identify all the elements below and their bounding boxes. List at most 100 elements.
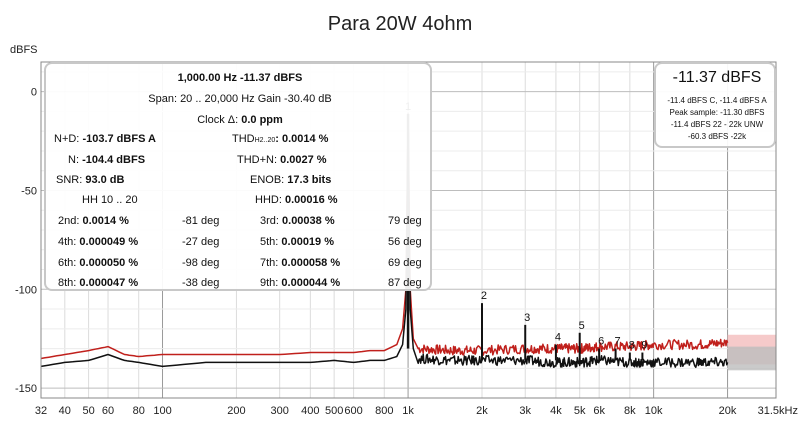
harmonic-right-readout: 3rd: 0.00038 % [260, 215, 335, 228]
harmonic-label-9: 9 [641, 340, 647, 352]
thd-label: THD [232, 133, 255, 145]
snr-readout: SNR: 93.0 dB [56, 174, 124, 187]
harmonic-left-readout: 8th: 0.000047 % [58, 277, 138, 290]
harmonic-value: 0.000058 % [281, 257, 341, 269]
x-tick-label: 8k [624, 405, 636, 417]
x-tick-label: 200 [227, 405, 245, 417]
harmonic-phase: 79 deg [388, 215, 422, 227]
level-peak: Peak sample: -11.30 dBFS [669, 108, 765, 117]
harmonic-label-8: 8 [629, 340, 635, 352]
hhd-label: HHD: [255, 194, 285, 206]
harmonic-left-readout: 4th: 0.000049 % [58, 236, 138, 249]
nd-label: N+D: [54, 133, 83, 145]
y-tick-label: 0 [31, 87, 37, 99]
harmonic-value: 0.000047 % [79, 277, 139, 289]
level-unweighted: -11.4 dBFS 22 - 22k UNW [670, 120, 764, 129]
x-tick-label: 50 [82, 405, 94, 417]
harmonic-value: 0.000050 % [79, 257, 139, 269]
harmonic-right-readout: 9th: 0.000044 % [260, 277, 340, 290]
level-main-value: -11.37 dBFS [672, 69, 762, 86]
harmonic-labels: 123456789 [405, 101, 647, 351]
chart-title: Para 20W 4ohm [328, 13, 473, 35]
y-axis-label: dBFS [10, 44, 38, 56]
harmonic-value: 0.000049 % [79, 236, 139, 248]
harmonic-label: 2nd: [58, 215, 83, 227]
clock-readout: Clock Δ: 0.0 ppm [46, 114, 434, 127]
harmonic-value: 0.00038 % [282, 215, 335, 227]
harmonic-phase: 69 deg [388, 257, 422, 269]
harmonic-label: 8th: [58, 277, 80, 289]
y-tick-label: -50 [21, 185, 37, 197]
enob-label: ENOB: [250, 174, 288, 186]
harmonic-label-5: 5 [579, 320, 585, 332]
measurement-panel: 1,000.00 Hz -11.37 dBFS Span: 20 .. 20,0… [44, 62, 432, 291]
snr-label: SNR: [56, 174, 86, 186]
harmonic-value: 0.0014 % [82, 215, 129, 227]
harmonic-value: 0.000044 % [281, 277, 341, 289]
harmonic-label: 4th: [58, 236, 80, 248]
level-meter-panel: -11.37 dBFS -11.4 dBFS C, -11.4 dBFS A P… [654, 62, 776, 148]
harmonic-label: 3rd: [260, 215, 283, 227]
x-tick-label: 31.5kHz [758, 405, 798, 417]
clock-label: Clock Δ: [197, 114, 242, 126]
x-tick-label: 6k [593, 405, 605, 417]
harmonic-label: 6th: [58, 257, 80, 269]
x-tick-label: 60 [102, 405, 114, 417]
harmonic-right-readout: 5th: 0.00019 % [260, 236, 334, 249]
harmonic-label-6: 6 [598, 336, 604, 348]
harmonic-label: 9th: [260, 277, 282, 289]
harmonic-label-2: 2 [481, 290, 487, 302]
thd-value: : 0.0014 % [275, 133, 329, 145]
x-tick-label: 600 [344, 405, 362, 417]
thdn-value: 0.0027 % [280, 154, 327, 166]
level-weighted: -11.4 dBFS C, -11.4 dBFS A [667, 96, 767, 105]
nd-readout: N+D: -103.7 dBFS A [54, 133, 156, 146]
hhd-value: 0.00016 % [284, 194, 338, 206]
x-tick-label: 4k [550, 405, 562, 417]
fundamental-readout: 1,000.00 Hz -11.37 dBFS [177, 72, 303, 84]
harmonic-label-4: 4 [555, 332, 561, 344]
series-line-0 [40, 113, 729, 360]
harmonic-phase: 87 deg [388, 277, 422, 289]
thd-readout: THDH2..20: 0.0014 % [232, 133, 328, 147]
harmonic-phase: 56 deg [388, 236, 422, 248]
harmonic-left-readout: 2nd: 0.0014 % [58, 215, 129, 228]
harmonic-left-readout: 6th: 0.000050 % [58, 257, 138, 270]
x-tick-label: 400 [301, 405, 319, 417]
harmonic-label: 7th: [260, 257, 282, 269]
x-tick-label: 800 [375, 405, 393, 417]
harmonic-value: 0.00019 % [281, 236, 335, 248]
x-tick-label: 5k [574, 405, 586, 417]
x-tick-label: 80 [133, 405, 145, 417]
clock-value: 0.0 ppm [241, 114, 283, 126]
x-tick-label: 300 [270, 405, 288, 417]
harmonic-label: 5th: [260, 236, 282, 248]
harmonic-phase: -27 deg [182, 236, 220, 248]
x-tick-label: 20k [719, 405, 737, 417]
x-tick-label: 32 [35, 405, 47, 417]
hh-range: HH 10 .. 20 [82, 194, 138, 206]
span-gain-readout: Span: 20 .. 20,000 Hz Gain -30.40 dB [148, 93, 332, 105]
harmonic-label-3: 3 [524, 312, 530, 324]
enob-value: 17.3 bits [287, 174, 332, 186]
level-band: -60.3 dBFS -22k [687, 132, 747, 141]
x-tick-labels: 32 40 50 60 80 100 200 300 400 500 600 800 1k 2k 3k 4k 5… [35, 405, 798, 417]
harmonic-right-readout: 7th: 0.000058 % [260, 257, 340, 270]
y-tick-labels: 0 -50 -100 -150 [15, 87, 37, 395]
series-line-1 [40, 113, 729, 369]
n-label: N: [68, 154, 83, 166]
thd-subscript: H2..20 [254, 137, 276, 144]
x-tick-label: 40 [59, 405, 71, 417]
x-tick-label: 100 [153, 405, 171, 417]
x-tick-label: 500 [325, 405, 343, 417]
nd-value: -103.7 dBFS A [82, 133, 156, 145]
snr-value: 93.0 dB [85, 174, 125, 186]
out-of-band-black [727, 346, 776, 371]
harmonic-label-7: 7 [615, 336, 621, 348]
x-tick-label: 1k [402, 405, 414, 417]
x-tick-label: 2k [476, 405, 488, 417]
thdn-label: THD+N: [237, 154, 281, 166]
harmonic-phase: -98 deg [182, 257, 220, 269]
x-tick-label: 10k [645, 405, 663, 417]
n-readout: N: -104.4 dBFS [68, 154, 145, 167]
